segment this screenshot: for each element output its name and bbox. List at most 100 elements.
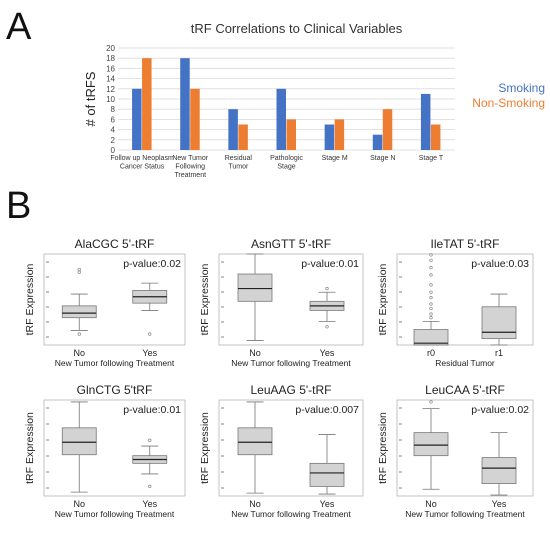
box5-plot-frame	[218, 399, 364, 497]
box3-outlier-0-6	[429, 283, 433, 287]
bar-non-smoking-4	[334, 119, 345, 150]
box4-pvalue: p-value:0.01	[123, 404, 181, 416]
box2-title: AsnGTT 5'-tRF	[251, 237, 331, 251]
box4-plot-frame	[43, 399, 186, 497]
x-category-label-0-1: Cancer Status	[120, 164, 165, 171]
legend-non-smoking: Non-Smoking	[472, 96, 545, 110]
box4-x-axis-label: New Tumor following Treatment	[55, 509, 175, 519]
y-tick-label-5: 10	[106, 95, 115, 104]
box1-box-0	[61, 305, 97, 319]
box3-plot-frame	[396, 253, 534, 346]
y-tick-label-10: 20	[106, 44, 115, 53]
box3-x-category-label-0: r0	[427, 348, 435, 358]
box2-box-0	[237, 273, 273, 302]
box6-box-0	[413, 432, 449, 457]
x-category-label-1-2: Treatment	[174, 172, 206, 179]
box3-outlier-0-9	[429, 258, 433, 263]
box5-x-category-label-0: No	[249, 499, 261, 509]
box5-y-axis-label: tRF Expression	[199, 412, 211, 484]
box3-outlier-0-2	[429, 306, 433, 311]
box2-pvalue: p-value:0.01	[301, 258, 359, 270]
bar-non-smoking-0	[142, 58, 152, 151]
box2-x-category-label-1: Yes	[320, 348, 335, 358]
box5-box-0	[237, 427, 273, 456]
box4-x-category-label-0: No	[73, 499, 85, 509]
box3-outlier-0-1	[429, 312, 433, 316]
box3-outlier-0-3	[429, 302, 433, 306]
x-category-label-4-0: Stage M	[322, 155, 348, 162]
bar-smoking-6	[420, 93, 431, 150]
box6-box-1	[481, 457, 517, 484]
box1-x-category-label-1: Yes	[142, 348, 157, 358]
box2-outlier-1-1	[325, 286, 329, 291]
box3-box-1	[481, 306, 517, 340]
y-tick-label-6: 12	[106, 85, 115, 94]
box3-box-0	[413, 329, 449, 346]
box6-title: LeuCAA 5'-tRF	[425, 383, 505, 397]
bar-chart: tRF Correlations to Clinical Variables02…	[83, 21, 545, 179]
box3-y-axis-label: tRF Expression	[377, 263, 389, 335]
bar-non-smoking-2	[238, 124, 248, 150]
box4-x-category-label-1: Yes	[142, 499, 157, 509]
box3-outlier-0-5	[429, 290, 433, 294]
box1-outlier-1-0	[148, 332, 152, 336]
x-category-label-6-0: Stage T	[419, 155, 444, 162]
boxplot-glnctg: GlnCTG 5'tRF p-value:0.01 tRF Expression No…	[24, 383, 186, 519]
panel-a-letter: A	[6, 6, 32, 48]
bar-smoking-4	[324, 124, 335, 150]
box2-plot-frame	[218, 253, 364, 346]
box6-y-axis-label: tRF Expression	[377, 412, 389, 484]
chart-title: tRF Correlations to Clinical Variables	[191, 21, 403, 36]
box1-plot-frame	[43, 253, 186, 346]
box5-pvalue: p-value:0.007	[295, 404, 359, 416]
box4-box-0	[61, 427, 97, 456]
box6-plot-frame	[396, 399, 534, 497]
x-category-label-2-0: Residual	[225, 155, 253, 162]
box2-x-axis-label: New Tumor following Treatment	[231, 358, 351, 368]
y-tick-label-0: 0	[111, 146, 116, 155]
box1-outlier-0-2	[77, 267, 81, 272]
box1-outlier-0-1	[77, 270, 81, 274]
bar-non-smoking-6	[430, 124, 441, 150]
boxplot-asngtt: AsnGTT 5'-tRF p-value:0.01 tRF Expression N…	[199, 237, 364, 368]
x-category-label-1-1: Following	[175, 164, 205, 171]
box6-x-category-label-0: No	[425, 499, 437, 509]
box2-x-category-label-0: No	[249, 348, 261, 358]
box3-x-axis-label: Residual Tumor	[435, 358, 495, 368]
box1-pvalue: p-value:0.02	[123, 258, 181, 270]
box5-title: LeuAAG 5'-tRF	[251, 383, 332, 397]
box5-box-1	[309, 462, 345, 487]
x-category-label-1-0: New Tumor	[172, 155, 208, 162]
box5-x-axis-label: New Tumor following Treatment	[231, 509, 351, 519]
y-tick-label-1: 2	[111, 136, 116, 145]
bar-non-smoking-3	[286, 119, 296, 150]
y-tick-label-2: 4	[111, 126, 116, 135]
box3-outlier-0-4	[429, 296, 433, 300]
box4-outlier-1-1	[148, 438, 152, 442]
x-category-label-3-1: Stage	[277, 164, 295, 171]
box3-title: IleTAT 5'-tRF	[431, 237, 500, 251]
box1-title: AlaCGC 5'-tRF	[75, 237, 155, 251]
box3-outlier-0-0	[429, 316, 433, 320]
box6-pvalue: p-value:0.02	[471, 404, 529, 416]
box1-outlier-0-0	[77, 332, 81, 336]
x-category-label-0-0: Follow up Neoplasm	[110, 155, 174, 162]
y-tick-label-8: 16	[106, 64, 115, 73]
box6-x-category-label-1: Yes	[492, 499, 507, 509]
box6-x-axis-label: New Tumor following Treatment	[405, 509, 525, 519]
x-category-label-2-1: Tumor	[228, 164, 249, 171]
bar-smoking-2	[228, 109, 238, 150]
bar-smoking-1	[180, 58, 190, 151]
bar-smoking-0	[132, 88, 142, 150]
box2-y-axis-label: tRF Expression	[199, 263, 211, 335]
box6-outlier-0-0	[429, 400, 433, 404]
box4-outlier-1-0	[148, 484, 152, 489]
box3-outlier-0-8	[429, 266, 433, 270]
boxplot-iletat: IleTAT 5'-tRF p-value:0.03 tRF Expression r…	[377, 237, 534, 368]
box5-x-category-label-1: Yes	[320, 499, 335, 509]
box3-x-category-label-1: r1	[495, 348, 503, 358]
bar-smoking-3	[276, 88, 286, 150]
boxplot-leucaa: LeuCAA 5'-tRF p-value:0.02 tRF Expression N…	[377, 383, 534, 519]
box1-x-category-label-0: No	[73, 348, 85, 358]
y-tick-label-7: 14	[106, 75, 115, 84]
